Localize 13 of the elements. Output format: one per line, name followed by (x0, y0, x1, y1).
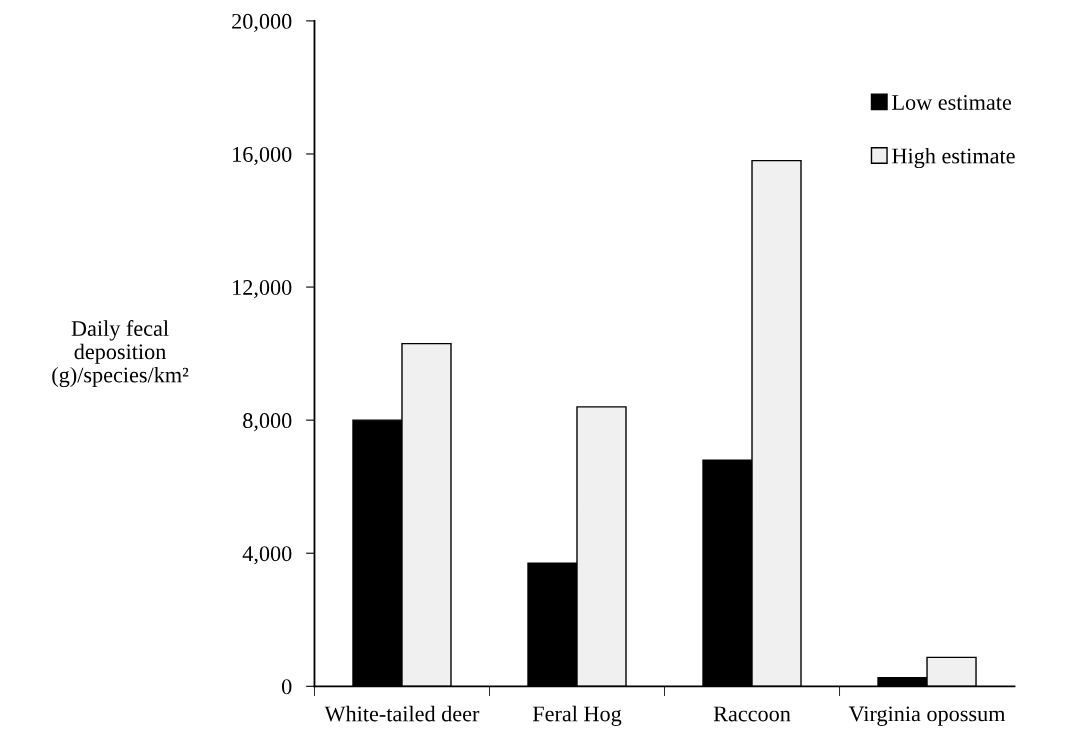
x-tick-label: Virginia opossum (848, 706, 1006, 726)
legend-label: High estimate (892, 147, 1015, 169)
legend-label: Low estimate (892, 94, 1012, 110)
y-tick-label: 8,000 (243, 413, 292, 432)
y-tick-label: 0 (282, 679, 292, 695)
y-tick-label: 20,000 (232, 13, 292, 33)
y-tick-label: 12,000 (233, 279, 292, 299)
y-axis-title: Daily fecal deposition (g)/species/km² (52, 320, 189, 388)
x-tick-label: Feral Hog (532, 705, 622, 726)
x-tick-label: White-tailed deer (324, 705, 480, 722)
x-tick-label: Raccoon (713, 706, 791, 722)
y-tick-label: 16,000 (233, 146, 292, 166)
y-tick-label: 4,000 (242, 546, 292, 565)
